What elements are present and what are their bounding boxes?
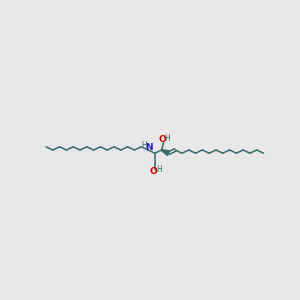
Polygon shape <box>161 149 169 155</box>
Text: O: O <box>150 167 158 176</box>
Text: O: O <box>159 135 167 144</box>
Text: H: H <box>156 165 162 174</box>
Text: H: H <box>165 134 170 143</box>
Text: N: N <box>145 143 152 152</box>
Text: H: H <box>142 140 147 149</box>
